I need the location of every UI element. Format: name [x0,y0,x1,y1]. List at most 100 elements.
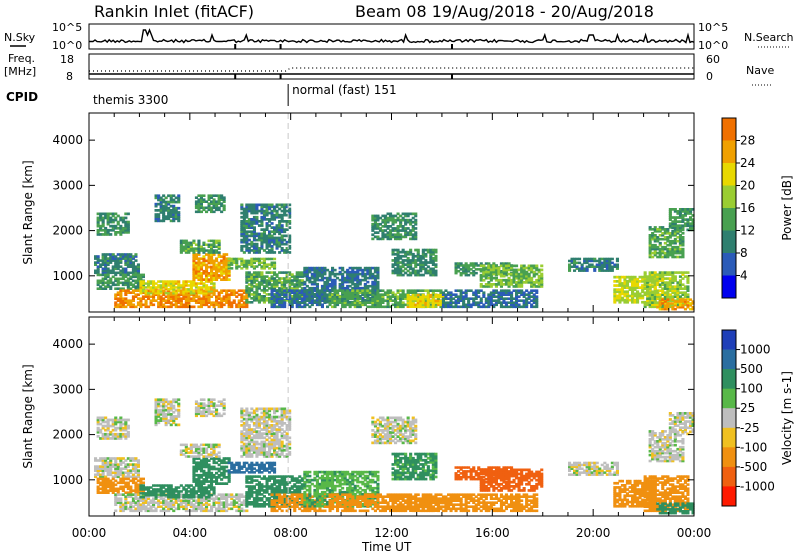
heatmap-cell [668,232,672,235]
heatmap-cell [472,297,476,300]
heatmap-cell [371,297,375,300]
heatmap-cell [119,299,123,302]
heatmap-cell [250,226,254,229]
heatmap-cell [139,273,143,277]
heatmap-cell [404,254,408,258]
heatmap-cell [126,483,130,487]
heatmap-cell [109,424,113,428]
heatmap-cell [129,479,133,483]
heatmap-cell [678,230,682,233]
heatmap-cell [411,225,415,228]
heatmap-cell [517,289,521,292]
heatmap-cell [199,276,203,279]
heatmap-cell [252,275,256,278]
heatmap-cell [270,247,274,250]
heatmap-cell [671,275,675,278]
heatmap-cell [194,284,198,287]
heatmap-cell [341,284,345,288]
heatmap-cell [202,255,206,258]
heatmap-cell [162,280,166,283]
heatmap-cell [668,302,672,305]
heatmap-cell [169,286,173,289]
heatmap-cell [389,225,393,228]
heatmap-cell [250,249,254,252]
heatmap-cell [157,295,161,298]
heatmap-cell [351,291,355,294]
heatmap-cell [184,245,188,248]
heatmap-cell [454,271,458,275]
heatmap-cell [648,277,652,280]
heatmap-cell [94,257,98,260]
heatmap-cell [431,305,435,308]
heatmap-cell [121,273,125,277]
heatmap-cell [96,435,100,438]
heatmap-cell [610,269,614,272]
heatmap-cell [210,288,214,291]
heatmap-cell [96,267,100,271]
heatmap-cell [583,257,587,261]
heatmap-cell [328,301,332,304]
heatmap-cell [184,290,188,293]
heatmap-cell [121,218,125,222]
heatmap-cell [411,299,415,303]
heatmap-cell [691,214,695,217]
heatmap-cell [378,237,382,241]
heatmap-cell [535,297,539,300]
heatmap-cell [406,305,410,308]
heatmap-cell [121,303,125,307]
heatmap-cell [116,214,120,218]
heatmap-cell [608,259,612,263]
heatmap-cell [104,467,108,470]
heatmap-cell [119,473,123,477]
heatmap-cell [346,293,350,296]
heatmap-cell [441,291,445,294]
heatmap-cell [487,262,491,265]
heatmap-cell [676,297,680,300]
heatmap-cell [250,242,254,246]
heatmap-cell [99,281,103,285]
heatmap-cell [245,215,249,219]
heatmap-cell [242,303,246,307]
heatmap-cell [159,288,163,291]
heatmap-cell [131,275,135,279]
heatmap-cell [421,301,425,305]
heatmap-cell [648,271,652,274]
heatmap-cell [646,277,650,281]
heatmap-cell [608,257,612,261]
heatmap-cell [172,282,176,285]
heatmap-cell [600,263,604,266]
heatmap-cell [416,301,420,305]
heatmap-cell [358,272,362,276]
heatmap-cell [199,280,203,283]
heatmap-cell [686,289,690,292]
heatmap-cell [210,269,214,273]
heatmap-cell [618,275,622,279]
heatmap-cell [613,300,617,304]
heatmap-cell [192,274,196,277]
heatmap-cell [187,243,191,246]
heatmap-cell [431,248,435,252]
heatmap-cell [615,284,619,287]
heatmap-cell [164,209,168,212]
heatmap-cell [411,297,415,301]
heatmap-cell [179,247,183,250]
heatmap-cell [192,255,196,258]
heatmap-cell [532,301,536,304]
heatmap-cell [154,290,158,293]
heatmap-cell [676,247,680,251]
heatmap-cell [391,218,395,222]
heatmap-cell [99,477,103,481]
heatmap-cell [280,249,284,252]
heatmap-cell [162,291,166,294]
heatmap-cell [210,286,214,289]
heatmap-cell [136,461,140,464]
heatmap-cell [210,210,214,214]
heatmap-cell [686,212,690,215]
heatmap-cell [678,208,682,211]
heatmap-cell [628,294,632,298]
heatmap-cell [409,273,413,277]
heatmap-cell [202,299,206,302]
heatmap-cell [426,301,430,305]
heatmap-cell [119,481,123,485]
heatmap-cell [326,298,330,302]
